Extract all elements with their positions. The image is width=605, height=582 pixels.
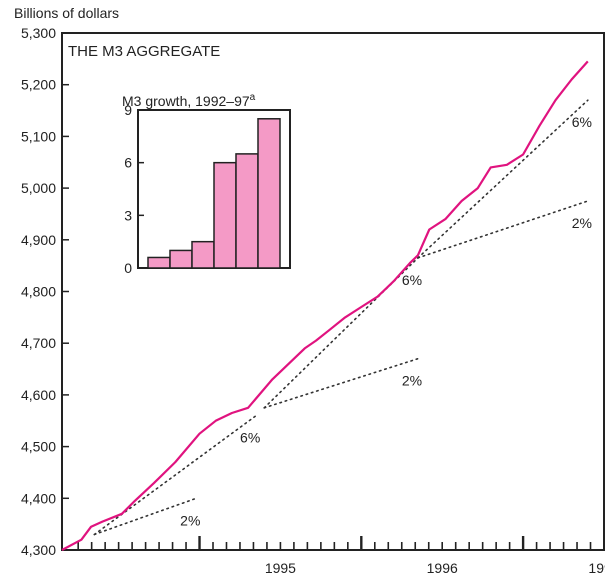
trend-line <box>417 200 589 259</box>
y-tick-label: 5,200 <box>21 77 56 93</box>
y-tick-label: 4,300 <box>21 542 56 558</box>
inset-bar <box>169 249 193 269</box>
x-tick-label: 1996 <box>427 560 458 576</box>
inset-bars <box>147 118 281 269</box>
trend-line <box>93 414 257 536</box>
trend-label: 2% <box>402 373 422 389</box>
inset-bar <box>213 161 237 269</box>
y-tick-label: 4,500 <box>21 439 56 455</box>
inset-title-footnote: a <box>250 92 256 103</box>
y-tick-label: 5,100 <box>21 128 56 144</box>
inset-bar <box>235 153 259 269</box>
trend-line <box>417 99 589 259</box>
trend-label: 6% <box>402 272 422 288</box>
inset-bar <box>191 240 215 269</box>
y-tick-label: 4,800 <box>21 284 56 300</box>
y-tick-label: 4,900 <box>21 232 56 248</box>
inset-y-tick-label: 9 <box>124 102 132 118</box>
inset-bar <box>257 118 281 269</box>
inset-bar <box>147 256 171 269</box>
trend-label: 2% <box>572 215 592 231</box>
x-tick-label: 1995 <box>265 560 296 576</box>
x-tick-label: 1997 <box>588 560 605 576</box>
trend-label: 6% <box>240 430 260 446</box>
m3-series-line <box>61 60 589 551</box>
y-tick-label: 5,000 <box>21 180 56 196</box>
inset-title: M3 growth, 1992–97a <box>122 92 256 109</box>
y-axis: 4,300 4,400 4,500 4,600 4,700 4,800 4,900 5,000… <box>21 25 69 558</box>
y-axis-label: Billions of dollars <box>14 5 119 21</box>
y-tick-label: 4,600 <box>21 387 56 403</box>
trend-label: 6% <box>572 114 592 130</box>
chart-title: THE M3 AGGREGATE <box>68 43 220 60</box>
inset-y-tick-label: 6 <box>124 155 132 171</box>
trend-line <box>93 497 198 536</box>
x-axis: 1995 1996 1997 <box>77 536 605 576</box>
y-tick-label: 5,300 <box>21 25 56 41</box>
y-tick-label: 4,400 <box>21 490 56 506</box>
inset-y-tick-label: 0 <box>124 260 132 276</box>
trend-label: 2% <box>180 512 200 528</box>
y-tick-label: 4,700 <box>21 335 56 351</box>
trend-line <box>263 357 419 409</box>
inset-y-axis: 0 3 6 9 <box>124 102 144 276</box>
inset-y-tick-label: 3 <box>124 207 132 223</box>
inset-bar-chart: M3 growth, 1992–97a 0 3 6 9 <box>122 92 291 276</box>
inset-title-text: M3 growth, 1992–97 <box>122 93 250 109</box>
